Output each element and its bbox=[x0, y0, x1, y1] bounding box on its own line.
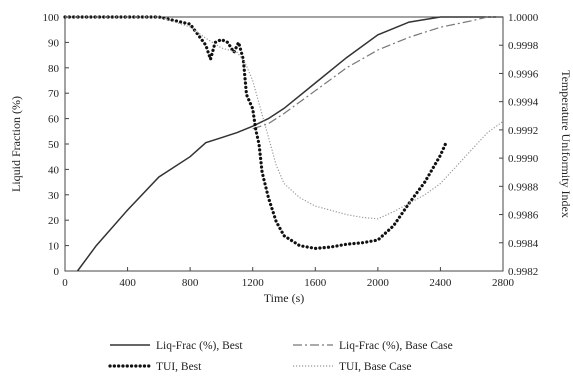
y2-tick-label: 0.9984 bbox=[508, 238, 539, 250]
x-tick-label: 0 bbox=[62, 277, 68, 289]
y-tick-label: 30 bbox=[48, 190, 60, 202]
axes-group: 0 400 800 1200 1600 2000 2400 2800 0 10 20 30 40 50 60… bbox=[9, 12, 573, 305]
series-line-4 bbox=[65, 16, 504, 220]
series-layer bbox=[63, 15, 504, 272]
x-tick-label: 2800 bbox=[492, 277, 515, 289]
y2-tick-label: 0.9996 bbox=[508, 68, 539, 80]
legend: Liq-Frac (%), Best Liq-Frac (%), Base Cas… bbox=[108, 340, 453, 373]
series-line-3 bbox=[63, 15, 449, 251]
y-tick-label: 90 bbox=[48, 37, 60, 49]
y2-tick-label: 0.9988 bbox=[508, 181, 539, 193]
x-tick-label: 400 bbox=[119, 277, 136, 289]
series-line-1 bbox=[76, 16, 503, 272]
y-tick-label: 50 bbox=[48, 139, 60, 151]
legend-label-1: Liq-Frac (%), Best bbox=[156, 340, 243, 352]
y2-axis-title: Temperature Uniformity Index bbox=[559, 70, 573, 218]
x-tick-label: 1600 bbox=[304, 277, 327, 289]
legend-label-3: TUI, Best bbox=[156, 361, 202, 373]
x-tick-label: 1200 bbox=[242, 277, 265, 289]
y-tick-label: 60 bbox=[48, 114, 60, 126]
y-tick-label: 70 bbox=[48, 88, 60, 100]
series-line-2 bbox=[252, 16, 503, 130]
y2-tick-label: 0.9998 bbox=[508, 40, 539, 52]
legend-label-2: Liq-Frac (%), Base Case bbox=[339, 340, 453, 352]
y-axis-title: Liquid Fraction (%) bbox=[9, 96, 23, 192]
y2-tick-label: 0.9982 bbox=[508, 266, 538, 278]
x-axis-title: Time (s) bbox=[264, 291, 305, 305]
y2-tick-label: 1.0000 bbox=[508, 12, 539, 24]
y2-tick-label: 0.9992 bbox=[508, 125, 538, 137]
x-tick-label: 800 bbox=[182, 277, 199, 289]
y2-tick-label: 0.9990 bbox=[508, 153, 539, 165]
legend-label-4: TUI, Base Case bbox=[339, 361, 412, 373]
y2-tick-label: 0.9986 bbox=[508, 210, 539, 222]
y-tick-label: 80 bbox=[48, 63, 60, 75]
y-tick-label: 20 bbox=[48, 215, 60, 227]
y2-tick-label: 0.9994 bbox=[508, 97, 539, 109]
y-tick-label: 40 bbox=[48, 164, 60, 176]
x-tick-label: 2400 bbox=[429, 277, 452, 289]
y-tick-label: 10 bbox=[48, 241, 60, 253]
y-tick-label: 0 bbox=[54, 266, 60, 278]
x-tick-label: 2000 bbox=[367, 277, 390, 289]
plot-frame bbox=[64, 16, 504, 272]
y-tick-label: 100 bbox=[43, 12, 60, 24]
